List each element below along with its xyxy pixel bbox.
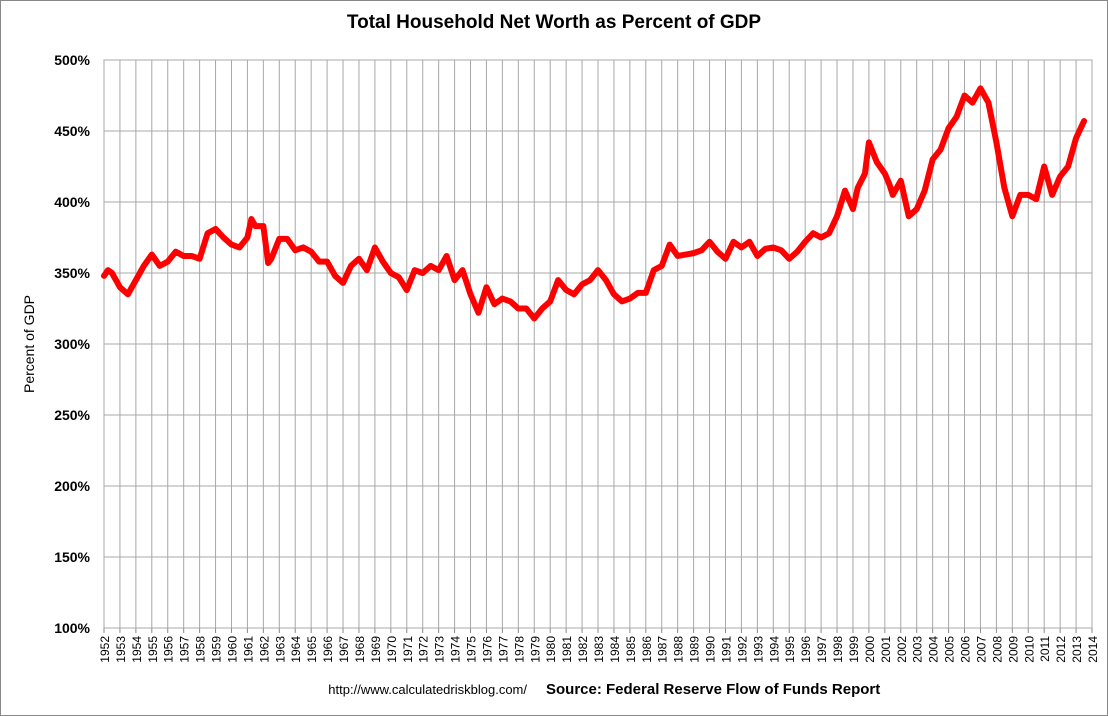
x-tick-label: 1985 [624,636,638,663]
x-tick-label: 1965 [305,636,319,663]
x-tick-label: 1986 [640,636,654,663]
x-tick-label: 2007 [974,636,988,663]
x-tick-label: 1977 [496,636,510,663]
x-tick-label: 2013 [1070,636,1084,663]
x-tick-label: 1962 [257,636,271,663]
x-tick-label: 1990 [704,636,718,663]
x-tick-label: 1983 [592,636,606,663]
x-tick-label: 1988 [672,636,686,663]
y-tick-label: 450% [54,123,90,139]
x-tick-label: 1976 [480,636,494,663]
y-tick-label: 400% [54,194,90,210]
x-tick-label: 1966 [321,636,335,663]
x-tick-label: 1980 [544,636,558,663]
y-tick-label: 500% [54,52,90,68]
x-tick-label: 1955 [146,636,160,663]
x-tick-label: 1991 [719,636,733,663]
x-tick-label: 2011 [1038,636,1052,662]
y-tick-label: 250% [54,407,90,423]
x-tick-label: 1958 [194,636,208,663]
x-tick-label: 1961 [241,636,255,663]
x-tick-label: 1992 [735,636,749,663]
y-tick-label: 150% [54,549,90,565]
x-tick-label: 1982 [576,636,590,663]
x-tick-label: 1967 [337,636,351,663]
x-tick-label: 2009 [1006,636,1020,663]
x-tick-label: 1987 [656,636,670,663]
x-tick-label: 2008 [990,636,1004,663]
x-tick-label: 1959 [210,636,224,663]
x-tick-label: 2002 [895,636,909,663]
x-tick-label: 1995 [783,636,797,663]
x-tick-label: 1978 [512,636,526,663]
x-tick-label: 1953 [114,636,128,663]
x-tick-label: 1981 [560,636,574,663]
x-tick-label: 1970 [385,636,399,663]
x-tick-label: 1972 [417,636,431,663]
x-tick-label: 2004 [927,636,941,663]
x-tick-label: 1994 [767,636,781,663]
x-tick-label: 1993 [751,636,765,663]
x-tick-label: 1975 [465,636,479,663]
x-tick-label: 2001 [879,636,893,663]
x-tick-label: 1974 [449,636,463,663]
x-tick-label: 2010 [1022,636,1036,663]
chart-title: Total Household Net Worth as Percent of … [347,12,761,33]
x-tick-label: 1989 [688,636,702,663]
x-tick-label: 1998 [831,636,845,663]
x-tick-label: 1997 [815,636,829,663]
x-tick-label: 1969 [369,636,383,663]
x-tick-label: 2006 [959,636,973,663]
x-tick-label: 1968 [353,636,367,663]
y-tick-label: 300% [54,336,90,352]
x-tick-label: 2003 [911,636,925,663]
x-tick-label: 1999 [847,636,861,663]
x-tick-label: 1952 [98,636,112,663]
x-tick-label: 2000 [863,636,877,663]
y-tick-label: 100% [54,620,90,636]
x-tick-label: 2014 [1086,636,1100,663]
x-tick-label: 2012 [1054,636,1068,663]
y-tick-label: 200% [54,478,90,494]
x-tick-label: 1971 [401,636,415,663]
x-tick-label: 1963 [273,636,287,663]
x-tick-label: 1960 [225,636,239,663]
x-tick-label: 1964 [289,636,303,663]
x-tick-label: 1954 [130,636,144,663]
source-url: http://www.calculatedriskblog.com/ [328,682,527,697]
x-tick-label: 1957 [178,636,192,663]
source-note: Source: Federal Reserve Flow of Funds Re… [546,681,880,698]
x-tick-label: 2005 [943,636,957,663]
data-line [101,85,1088,322]
x-tick-label: 1973 [433,636,447,663]
x-tick-label: 1996 [799,636,813,663]
x-tick-label: 1956 [162,636,176,663]
x-tick-label: 1984 [608,636,622,663]
y-axis-label: Percent of GDP [21,295,37,393]
x-tick-label: 1979 [528,636,542,663]
y-tick-label: 350% [54,265,90,281]
